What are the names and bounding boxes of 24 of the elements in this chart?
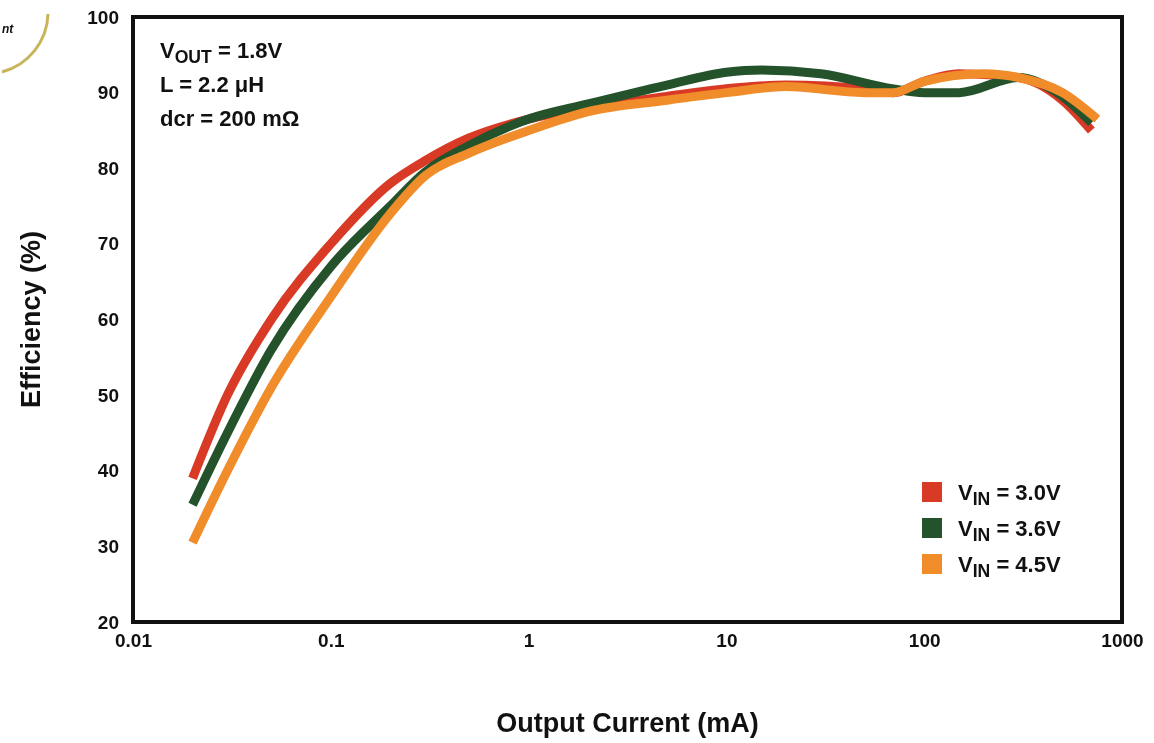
x-tick-label: 100 xyxy=(908,630,941,652)
x-tick-label: 1 xyxy=(523,630,535,652)
text: nt xyxy=(2,22,15,36)
y-tick-label: 60 xyxy=(97,309,119,331)
legend-label: V$_{IN}$ = 4.5V xyxy=(958,552,1061,581)
x-tick-label: 0.01 xyxy=(115,630,153,652)
annotation: dcr = 200 mΩ xyxy=(160,106,300,131)
annotation: L = 2.2 μH xyxy=(160,72,265,97)
x-tick-label: 1000 xyxy=(1101,630,1144,652)
y-tick-label: 30 xyxy=(97,535,119,557)
y-axis-title: Efficiency (%) xyxy=(16,230,46,409)
y-tick-label: 20 xyxy=(97,611,119,633)
y-tick-label: 50 xyxy=(97,384,119,406)
x-tick-label: 0.1 xyxy=(318,630,345,652)
y-tick-label: 90 xyxy=(97,82,119,104)
y-tick-label: 100 xyxy=(87,6,119,28)
legend-label: V$_{IN}$ = 3.0V xyxy=(958,480,1061,509)
annotation: V$_{OUT}$ = 1.8V xyxy=(160,38,283,67)
x-tick-label: 10 xyxy=(716,630,738,652)
y-tick-label: 40 xyxy=(97,460,119,482)
x-axis-title: Output Current (mA) xyxy=(496,708,759,738)
legend-label: V$_{IN}$ = 3.6V xyxy=(958,516,1061,545)
y-tick-label: 80 xyxy=(97,157,119,179)
y-tick-label: 70 xyxy=(97,233,119,255)
